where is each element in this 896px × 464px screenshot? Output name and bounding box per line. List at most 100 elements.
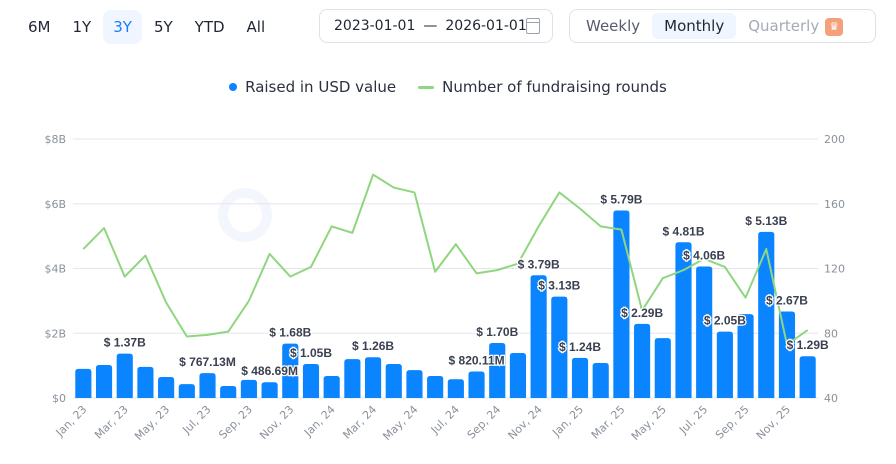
date-end: 2026-01-01 [445,18,527,34]
data-label: $ 2.29B [621,306,663,320]
legend-item-rounds[interactable]: Number of fundraising rounds [418,78,667,96]
right-tick-label: 80 [824,327,838,340]
bar [530,275,547,398]
data-label: $ 1.24B [559,340,601,354]
right-tick-label: 160 [824,198,845,211]
x-tick-label: Mar, 24 [340,403,379,442]
data-label: $ 820.11M [449,353,505,367]
chart-legend: Raised in USD value Number of fundraisin… [0,78,896,96]
x-tick-label: May, 24 [380,403,420,443]
x-tick-label: Jan, 23 [53,403,90,440]
bar [344,359,361,398]
bar [240,379,257,398]
bar [282,343,299,398]
bar [654,338,671,398]
bar [634,323,651,398]
bar [551,296,568,398]
data-label: $ 2.67B [766,294,808,308]
data-label: $ 2.05B [704,314,746,328]
data-label: $ 3.13B [538,279,580,293]
right-tick-label: 120 [824,263,845,276]
bar [158,376,175,398]
legend-dot-icon [229,83,238,91]
bar [302,364,320,398]
data-label: $ 1.29B [787,338,829,352]
x-tick-label: Jan, 25 [549,403,586,440]
range-3y-button[interactable]: 3Y [103,10,142,44]
x-tick-label: Nov, 25 [754,403,793,442]
x-tick-label: Sep, 24 [465,403,504,442]
bar [737,314,754,398]
range-ytd-button[interactable]: YTD [194,18,225,36]
range-5y-button[interactable]: 5Y [153,18,173,36]
period-quarterly-label: Quarterly [748,17,820,35]
range-all-button[interactable]: All [246,18,266,36]
bar [137,366,154,398]
x-tick-label: Jan, 24 [301,403,338,440]
right-tick-label: 40 [824,392,838,405]
bar [468,371,485,398]
left-tick-label: $0 [52,392,66,405]
date-range-picker[interactable]: 2023-01-01 — 2026-01-01 [319,9,553,43]
bar [427,375,444,398]
period-monthly-button[interactable]: Monthly [652,13,737,39]
crown-icon: ♛ [825,17,844,36]
data-label: $ 1.70B [476,325,518,339]
legend-label: Raised in USD value [245,78,397,96]
bar [385,364,402,398]
bar [116,353,133,398]
data-label: $ 1.05B [290,346,332,360]
data-label: $ 1.37B [104,336,146,350]
left-tick-label: $6B [44,198,66,211]
x-tick-label: Jul, 23 [180,403,214,437]
date-separator: — [423,18,438,34]
period-selector: Weekly Monthly Quarterly ♛ [569,9,876,43]
x-tick-label: Jul, 25 [676,403,710,437]
calendar-icon[interactable] [526,18,540,34]
legend-label: Number of fundraising rounds [442,78,667,96]
bar [716,331,733,398]
bar [489,342,506,398]
bar [778,311,796,398]
x-tick-label: Jul, 24 [428,403,462,437]
period-quarterly-button[interactable]: Quarterly ♛ [736,13,855,39]
bar [199,373,216,398]
watermark-logo [218,188,272,242]
bar [799,356,816,398]
left-tick-label: $4B [44,263,66,276]
data-label: $ 3.79B [518,257,560,271]
x-tick-label: Sep, 23 [216,403,255,442]
bar [592,363,609,398]
bar [571,357,589,398]
data-label: $ 5.79B [600,193,642,207]
bar [758,231,775,398]
bar [364,357,382,398]
legend-item-raised[interactable]: Raised in USD value [229,78,396,96]
x-tick-label: Sep, 25 [713,403,752,442]
x-tick-label: May, 25 [629,403,669,443]
bar [323,375,340,398]
period-weekly-button[interactable]: Weekly [586,17,641,35]
watermark-mark [218,188,272,242]
data-label: $ 1.26B [352,339,394,353]
bar [447,379,464,398]
left-tick-label: $8B [44,133,66,146]
date-start: 2023-01-01 [334,18,416,34]
bar [509,352,527,398]
bar [675,242,692,398]
bar [95,364,113,398]
bar [220,386,237,398]
x-tick-label: May, 23 [132,403,172,443]
bar [406,370,423,398]
x-tick-label: Nov, 24 [506,403,545,442]
data-label: $ 4.81B [662,224,704,238]
rounds-line [82,173,809,346]
data-label: $ 767.13M [179,355,236,369]
range-1y-button[interactable]: 1Y [72,18,92,36]
data-label: $ 1.68B [269,326,311,340]
x-tick-label: Mar, 25 [589,403,628,442]
range-6m-button[interactable]: 6M [28,18,51,36]
bar [178,384,195,398]
bar [75,368,92,398]
